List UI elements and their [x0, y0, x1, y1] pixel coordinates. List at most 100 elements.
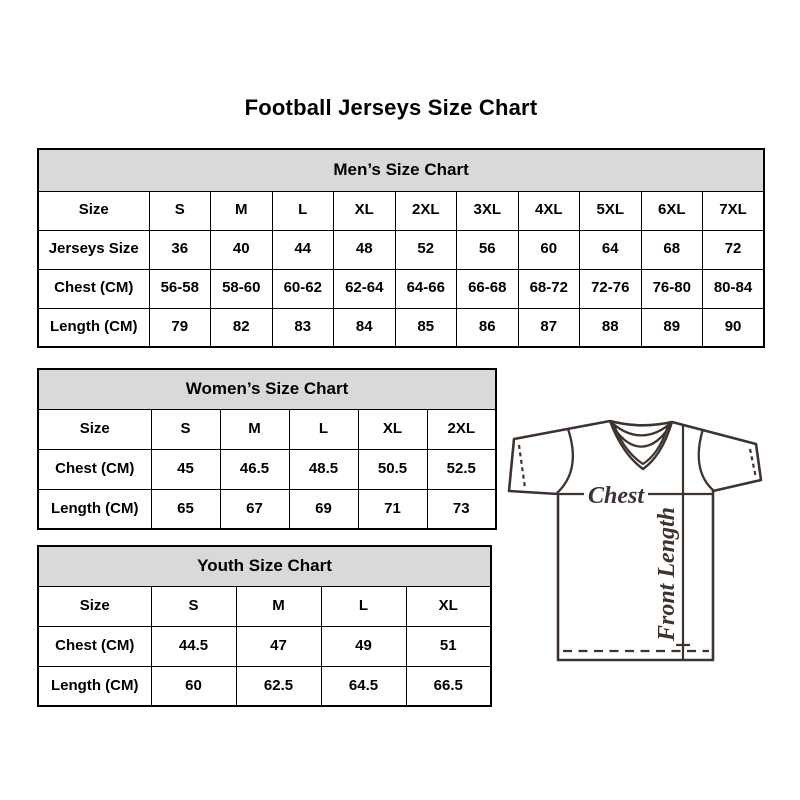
cell: L: [320, 585, 407, 627]
table-row: Size S M L XL 2XL: [37, 408, 497, 450]
table-row: Jerseys Size 36 40 44 48 52 56 60 64 68 …: [37, 229, 765, 270]
cell: 86: [456, 307, 519, 348]
youth-size-table: Youth Size Chart Size S M L XL Chest (CM…: [37, 545, 493, 707]
cell: 49: [320, 625, 407, 667]
cell: 5XL: [579, 190, 642, 231]
table-row: Size S M L XL 2XL 3XL 4XL 5XL 6XL 7XL: [37, 190, 765, 231]
cell: 87: [517, 307, 580, 348]
cell: 80-84: [702, 268, 765, 309]
womens-size-table: Women’s Size Chart Size S M L XL 2XL Che…: [37, 368, 498, 530]
cell: XL: [405, 585, 492, 627]
youth-table-title: Youth Size Chart: [37, 545, 492, 587]
collar-band-curve-1: [609, 420, 673, 437]
cell: 65: [150, 488, 221, 530]
row-label: Size: [37, 408, 152, 450]
cell: 79: [148, 307, 211, 348]
cell: 64.5: [320, 665, 407, 707]
table-row: Length (CM) 65 67 69 71 73: [37, 488, 497, 530]
cell: 40: [210, 229, 273, 270]
cell: M: [219, 408, 290, 450]
row-label: Size: [37, 585, 152, 627]
cell: 71: [357, 488, 428, 530]
cell: 48.5: [288, 448, 359, 490]
cell: S: [150, 585, 237, 627]
cell: 64: [579, 229, 642, 270]
cell: 47: [235, 625, 322, 667]
cell: 4XL: [517, 190, 580, 231]
jersey-measurement-diagram: Chest Front Length: [507, 419, 763, 662]
cell: 2XL: [394, 190, 457, 231]
cell: 64-66: [394, 268, 457, 309]
chest-label: Chest: [588, 483, 645, 509]
cell: XL: [357, 408, 428, 450]
collar-outer-v: [608, 420, 674, 471]
row-label: Length (CM): [37, 665, 152, 707]
left-sleeve-seam: [556, 428, 575, 494]
cell: 84: [333, 307, 396, 348]
cell: 44: [271, 229, 334, 270]
cell: 68: [640, 229, 703, 270]
row-label: Size: [37, 190, 150, 231]
cell: 83: [271, 307, 334, 348]
cell: 52.5: [426, 448, 497, 490]
cell: 36: [148, 229, 211, 270]
cell: 73: [426, 488, 497, 530]
cell: M: [235, 585, 322, 627]
cell: S: [150, 408, 221, 450]
cell: 88: [579, 307, 642, 348]
cell: L: [288, 408, 359, 450]
cell: 50.5: [357, 448, 428, 490]
right-sleeve-seam: [697, 428, 715, 492]
cell: 72: [702, 229, 765, 270]
cell: 60: [150, 665, 237, 707]
table-row: Size S M L XL: [37, 585, 492, 627]
collar-inner-v: [612, 424, 670, 466]
cell: 69: [288, 488, 359, 530]
row-label: Chest (CM): [37, 625, 152, 667]
cell: 44.5: [150, 625, 237, 667]
cell: 76-80: [640, 268, 703, 309]
front-length-label: Front Length: [654, 507, 680, 642]
cell: 60: [517, 229, 580, 270]
cell: XL: [333, 190, 396, 231]
cell: 51: [405, 625, 492, 667]
cell: 56-58: [148, 268, 211, 309]
cell: 6XL: [640, 190, 703, 231]
cell: 45: [150, 448, 221, 490]
mens-table-title: Men’s Size Chart: [37, 148, 765, 192]
cell: 52: [394, 229, 457, 270]
row-label: Chest (CM): [37, 268, 150, 309]
mens-size-table: Men’s Size Chart Size S M L XL 2XL 3XL 4…: [37, 148, 766, 348]
cell: 72-76: [579, 268, 642, 309]
cell: 60-62: [271, 268, 334, 309]
cell: 48: [333, 229, 396, 270]
cell: L: [271, 190, 334, 231]
page-title: Football Jerseys Size Chart: [244, 95, 538, 120]
row-label: Length (CM): [37, 488, 152, 530]
cell: 89: [640, 307, 703, 348]
cell: 82: [210, 307, 273, 348]
cell: 46.5: [219, 448, 290, 490]
row-label: Chest (CM): [37, 448, 152, 490]
row-label: Length (CM): [37, 307, 150, 348]
front-length-measure-line: [676, 425, 690, 659]
cell: 67: [219, 488, 290, 530]
cell: 66-68: [456, 268, 519, 309]
table-row: Length (CM) 60 62.5 64.5 66.5: [37, 665, 492, 707]
cell: 66.5: [405, 665, 492, 707]
cell: 62-64: [333, 268, 396, 309]
cell: 90: [702, 307, 765, 348]
right-cuff-stitch: [748, 448, 758, 479]
table-row: Chest (CM) 45 46.5 48.5 50.5 52.5: [37, 448, 497, 490]
row-label: Jerseys Size: [37, 229, 150, 270]
cell: 68-72: [517, 268, 580, 309]
table-row: Chest (CM) 44.5 47 49 51: [37, 625, 492, 667]
cell: M: [210, 190, 273, 231]
cell: S: [148, 190, 211, 231]
cell: 3XL: [456, 190, 519, 231]
cell: 7XL: [702, 190, 765, 231]
cell: 85: [394, 307, 457, 348]
table-row: Length (CM) 79 82 83 84 85 86 87 88 89 9…: [37, 307, 765, 348]
cell: 56: [456, 229, 519, 270]
